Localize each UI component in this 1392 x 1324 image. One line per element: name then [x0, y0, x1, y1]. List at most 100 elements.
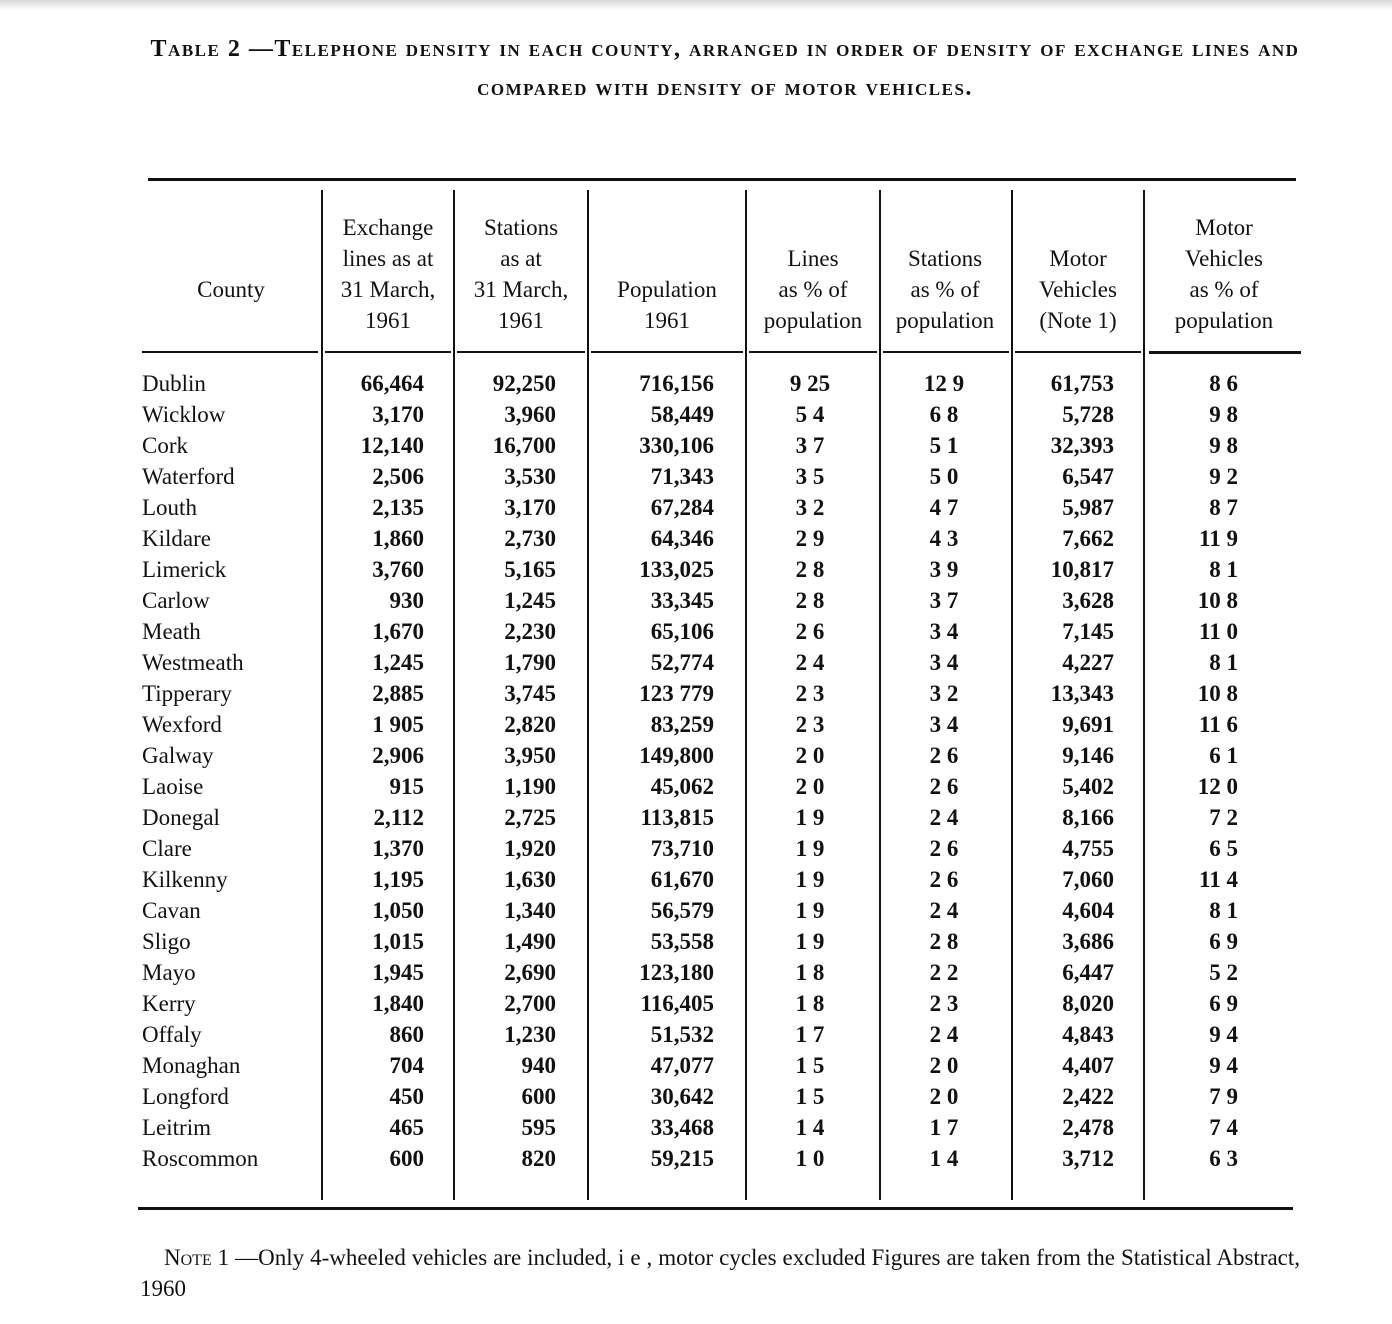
cell-mv-pct: 8 1 [1209, 898, 1238, 923]
cell-mv-pct: 9 4 [1209, 1053, 1238, 1078]
column-divider [321, 190, 323, 1200]
cell-lines-pct: 2 4 [795, 650, 825, 675]
cell-population: 149,800 [639, 743, 714, 768]
cell-stations: 2,730 [504, 526, 556, 551]
cell-stations-pct: 5 1 [929, 433, 959, 458]
cell-stations-pct: 2 2 [929, 960, 959, 985]
header-lines-pct: Lines as % of population [763, 246, 863, 333]
cell-motor-vehicles: 9,146 [1062, 743, 1114, 768]
cell-lines-pct: 3 7 [795, 433, 825, 458]
cell-county: Galway [142, 743, 214, 768]
cell-exchange-lines: 930 [389, 588, 425, 613]
cell-mv-pct: 9 8 [1209, 433, 1238, 458]
cell-motor-vehicles: 2,422 [1062, 1084, 1114, 1109]
cell-lines-pct: 5 4 [795, 402, 825, 427]
cell-exchange-lines: 2,906 [372, 743, 424, 768]
cell-exchange-lines: 66,464 [360, 371, 424, 396]
cell-stations-pct: 3 4 [929, 619, 959, 644]
cell-county: Meath [142, 619, 201, 644]
cell-county: Kilkenny [142, 867, 228, 892]
cell-stations: 2,230 [504, 619, 556, 644]
cell-county: Leitrim [142, 1115, 211, 1140]
cell-mv-pct: 12 0 [1197, 774, 1238, 799]
cell-motor-vehicles: 3,686 [1062, 929, 1114, 954]
cell-motor-vehicles: 7,662 [1062, 526, 1114, 551]
cell-motor-vehicles: 32,393 [1050, 433, 1114, 458]
cell-lines-pct: 1 9 [795, 805, 825, 830]
cell-motor-vehicles: 2,478 [1062, 1115, 1114, 1140]
cell-population: 113,815 [640, 805, 714, 830]
cell-county: Mayo [142, 960, 196, 985]
cell-exchange-lines: 3,760 [372, 557, 424, 582]
cell-stations: 1,245 [504, 588, 556, 613]
cell-lines-pct: 2 8 [795, 588, 825, 613]
table-note: Note 1 —Only 4-wheeled vehicles are incl… [140, 1242, 1300, 1304]
cell-population: 67,284 [650, 495, 714, 520]
cell-population: 133,025 [639, 557, 714, 582]
cell-stations-pct: 12 9 [923, 371, 965, 396]
cell-exchange-lines: 1,860 [372, 526, 424, 551]
cell-county: Donegal [142, 805, 220, 830]
table-bottom-rule [138, 1207, 1293, 1210]
cell-mv-pct: 8 1 [1209, 650, 1238, 675]
cell-county: Kerry [142, 991, 196, 1016]
cell-lines-pct: 1 8 [795, 960, 825, 985]
cell-population: 116,405 [640, 991, 714, 1016]
cell-exchange-lines: 2,112 [373, 805, 424, 830]
cell-county: Carlow [142, 588, 210, 613]
column-divider [453, 190, 455, 1200]
cell-stations-pct: 2 8 [929, 929, 959, 954]
cell-lines-pct: 2 0 [795, 774, 825, 799]
header-bottom-rule [749, 351, 877, 353]
cell-county: Sligo [142, 929, 191, 954]
cell-population: 51,532 [650, 1022, 714, 1047]
cell-population: 330,106 [639, 433, 714, 458]
cell-population: 123,180 [639, 960, 714, 985]
cell-stations-pct: 2 3 [929, 991, 959, 1016]
cell-population: 71,343 [650, 464, 714, 489]
cell-motor-vehicles: 7,145 [1062, 619, 1114, 644]
header-bottom-rule [142, 351, 318, 353]
cell-stations-pct: 2 0 [929, 1084, 959, 1109]
cell-stations: 1,630 [504, 867, 556, 892]
cell-motor-vehicles: 4,227 [1062, 650, 1114, 675]
cell-stations: 940 [521, 1053, 557, 1078]
cell-population: 33,468 [650, 1115, 714, 1140]
cell-stations: 600 [521, 1084, 557, 1109]
header-bottom-rule [1149, 351, 1301, 354]
cell-mv-pct: 9 2 [1209, 464, 1238, 489]
cell-lines-pct: 1 9 [795, 898, 825, 923]
cell-mv-pct: 6 9 [1209, 929, 1238, 954]
cell-motor-vehicles: 5,987 [1062, 495, 1114, 520]
table-title: Table 2 —Telephone density in each count… [150, 36, 1300, 101]
cell-stations-pct: 3 9 [929, 557, 959, 582]
cell-exchange-lines: 860 [389, 1022, 425, 1047]
cell-lines-pct: 2 8 [795, 557, 825, 582]
cell-stations: 2,820 [504, 712, 556, 737]
page-top-edge [0, 0, 1392, 10]
cell-population: 45,062 [650, 774, 714, 799]
cell-stations: 3,745 [504, 681, 556, 706]
column-divider [587, 190, 589, 1200]
cell-stations-pct: 5 0 [929, 464, 959, 489]
cell-mv-pct: 11 9 [1199, 526, 1238, 551]
table-top-rule [148, 178, 1296, 181]
cell-mv-pct: 7 9 [1209, 1084, 1238, 1109]
cell-mv-pct: 10 8 [1197, 681, 1238, 706]
cell-exchange-lines: 1,245 [372, 650, 424, 675]
cell-motor-vehicles: 6,547 [1062, 464, 1114, 489]
cell-motor-vehicles: 8,020 [1062, 991, 1114, 1016]
cell-stations-pct: 3 2 [929, 681, 959, 706]
cell-exchange-lines: 2,135 [372, 495, 424, 520]
cell-county: Clare [142, 836, 192, 861]
cell-lines-pct: 9 25 [789, 371, 831, 396]
cell-population: 716,156 [639, 371, 714, 396]
cell-lines-pct: 1 4 [795, 1115, 825, 1140]
cell-mv-pct: 11 6 [1199, 712, 1238, 737]
header-exchange-lines: Exchange lines as at 31 March, 1961 [340, 215, 436, 333]
cell-population: 65,106 [650, 619, 714, 644]
header-bottom-rule [325, 351, 451, 353]
cell-population: 73,710 [650, 836, 714, 861]
note-label: Note 1 [164, 1245, 230, 1270]
cell-population: 83,259 [650, 712, 714, 737]
